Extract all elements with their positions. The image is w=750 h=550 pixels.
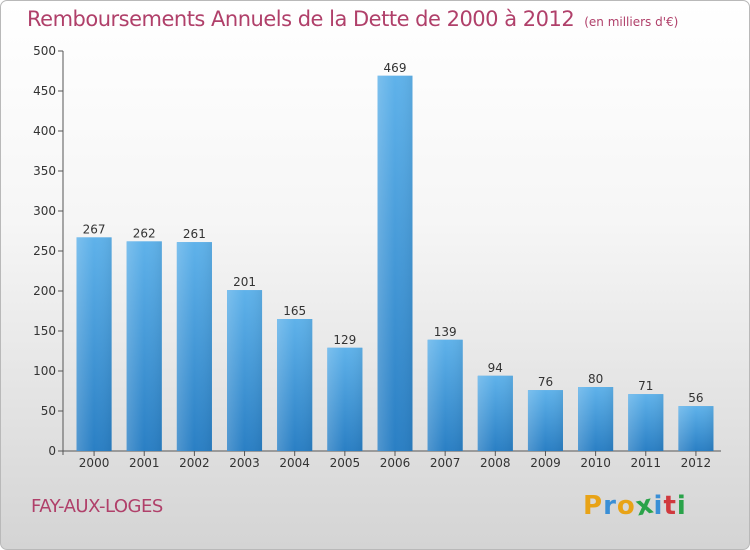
- chart-title-text: Remboursements Annuels de la Dette de 20…: [27, 7, 575, 31]
- logo-letter: i: [676, 491, 687, 521]
- y-tick-label: 350: [33, 164, 56, 178]
- bar-value-label: 56: [688, 391, 703, 405]
- bar-value-label: 80: [588, 372, 603, 386]
- bar-value-label: 76: [538, 375, 553, 389]
- x-tick-label: 2011: [630, 456, 661, 470]
- bar-shine: [527, 390, 563, 451]
- bar-shine: [678, 406, 714, 451]
- y-tick-label: 400: [33, 124, 56, 138]
- bar-shine: [477, 375, 513, 451]
- y-axis: 0 50 100 150 200 250 300 350 400 450 500: [33, 44, 721, 458]
- y-tick-label: 450: [33, 84, 56, 98]
- bar-shine: [176, 242, 212, 451]
- logo-letter: o: [616, 491, 636, 521]
- bar-value-label: 71: [638, 379, 653, 393]
- proxiti-logo: Proxiti: [583, 489, 687, 522]
- y-tick-label: 500: [33, 44, 56, 58]
- logo-letter: P: [583, 491, 604, 521]
- x-axis: 2000 2001 2002 2003 2004 2005 2006 2007 2008 2009…: [79, 451, 711, 470]
- logo-letter: r: [603, 491, 617, 521]
- x-tick-label: 2008: [480, 456, 511, 470]
- bar-value-label: 262: [133, 226, 156, 240]
- bar-value-label: 165: [283, 304, 306, 318]
- bar-shine: [377, 75, 413, 452]
- x-tick-label: 2006: [380, 456, 411, 470]
- x-tick-label: 2003: [229, 456, 260, 470]
- x-tick-label: 2002: [179, 456, 210, 470]
- bar-shine: [76, 237, 112, 451]
- bar-shine: [327, 347, 363, 451]
- bar-value-label: 129: [333, 333, 356, 347]
- x-tick-label: 2001: [129, 456, 160, 470]
- y-tick-label: 200: [33, 284, 56, 298]
- x-tick-label: 2010: [580, 456, 611, 470]
- y-tick-label: 100: [33, 364, 56, 378]
- chart-unit: (en milliers d'€): [584, 15, 679, 29]
- bar-shine: [126, 241, 162, 451]
- y-tick-label: 250: [33, 244, 56, 258]
- bar-shine: [578, 387, 614, 451]
- y-tick-label: 300: [33, 204, 56, 218]
- logo-letter: i: [653, 491, 664, 521]
- bar-value-label: 201: [233, 275, 256, 289]
- bar-value-label: 267: [83, 222, 106, 236]
- x-tick-label: 2007: [430, 456, 461, 470]
- x-tick-label: 2004: [279, 456, 310, 470]
- logo-letter: t: [663, 491, 677, 521]
- bar-shine: [427, 339, 463, 451]
- bar-value-label: 261: [183, 227, 206, 241]
- commune-name: FAY-AUX-LOGES: [31, 496, 163, 517]
- bar-shine: [227, 290, 263, 451]
- chart-title: Remboursements Annuels de la Dette de 20…: [27, 7, 678, 31]
- x-tick-label: 2009: [530, 456, 561, 470]
- x-tick-label: 2012: [681, 456, 712, 470]
- y-tick-label: 0: [48, 444, 56, 458]
- bar-value-label: 94: [488, 361, 503, 375]
- y-tick-label: 50: [41, 404, 56, 418]
- bars: 267 262 261 201 165 129 469 139 94 76 80 71 56: [76, 61, 714, 452]
- x-tick-label: 2000: [79, 456, 110, 470]
- bar-shine: [628, 394, 664, 451]
- bar-value-label: 139: [434, 325, 457, 339]
- y-tick-label: 150: [33, 324, 56, 338]
- bar-shine: [277, 319, 313, 451]
- bar-value-label: 469: [384, 61, 407, 75]
- x-tick-label: 2005: [330, 456, 361, 470]
